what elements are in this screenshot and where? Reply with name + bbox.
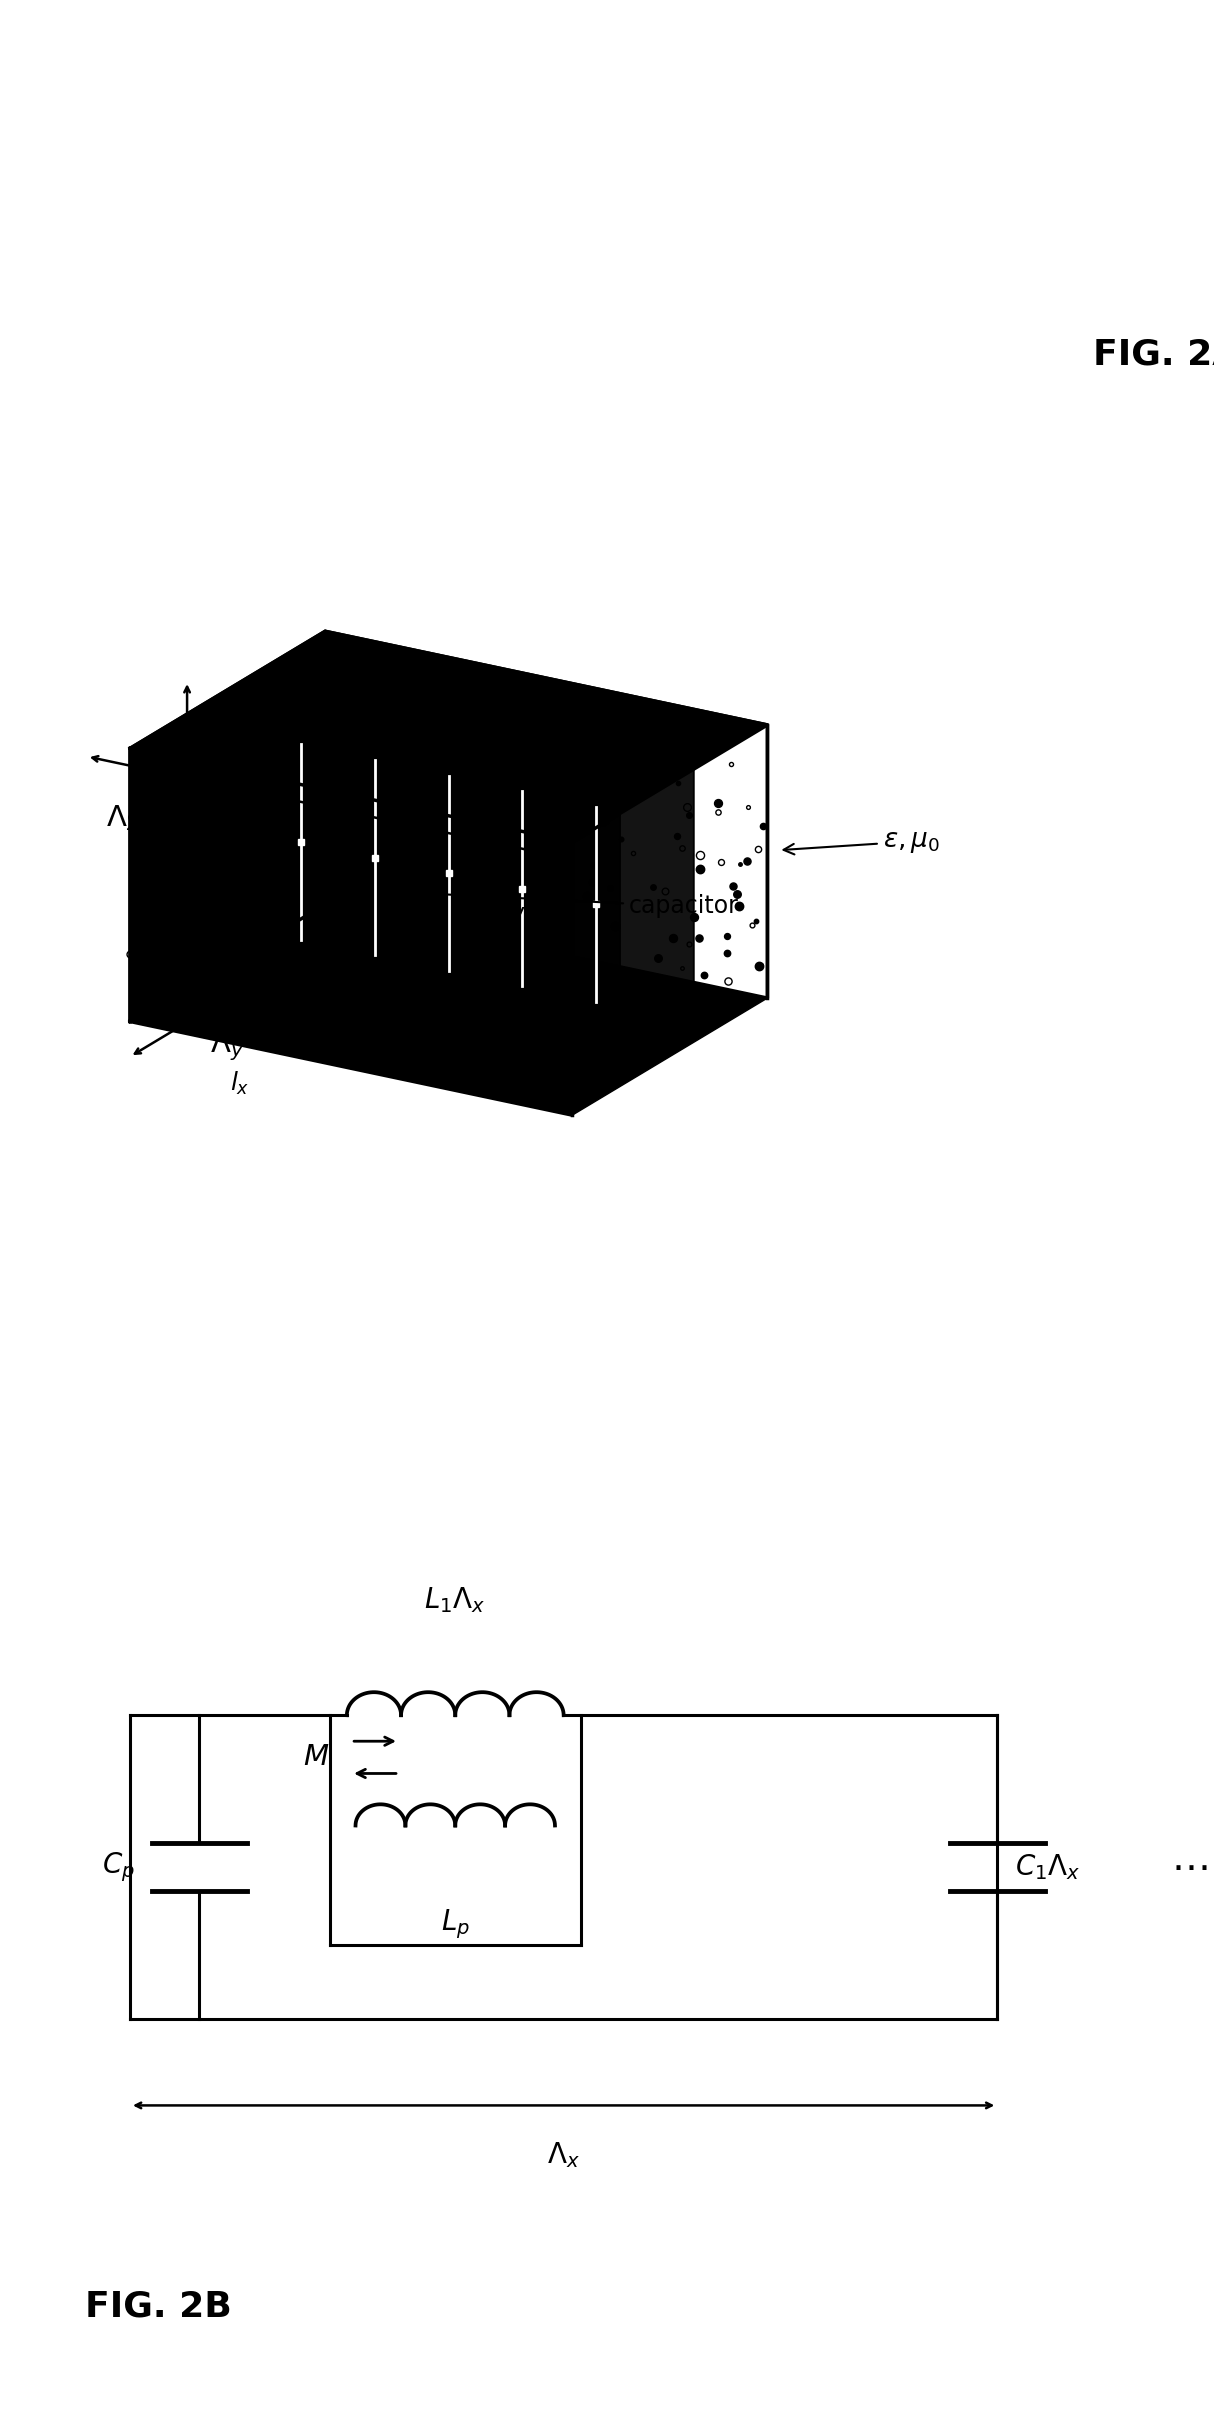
Text: FIG. 2A: FIG. 2A [1093, 337, 1214, 371]
Text: $\Lambda_y$: $\Lambda_y$ [210, 1029, 245, 1063]
Text: $w$: $w$ [503, 901, 526, 925]
Polygon shape [425, 694, 620, 1083]
Polygon shape [130, 748, 572, 1114]
Polygon shape [278, 663, 472, 1054]
Text: $L_p$: $L_p$ [441, 1906, 470, 1940]
Polygon shape [130, 631, 767, 843]
Text: $l_x$: $l_x$ [229, 1071, 249, 1097]
Polygon shape [130, 631, 325, 1022]
Text: $L_1\Lambda_x$: $L_1\Lambda_x$ [425, 1585, 486, 1615]
Polygon shape [499, 709, 693, 1100]
Text: $\varepsilon,\mu_0$: $\varepsilon,\mu_0$ [783, 828, 940, 855]
Text: FIG. 2B: FIG. 2B [85, 2290, 232, 2324]
Text: $C_1\Lambda_x$: $C_1\Lambda_x$ [1015, 1853, 1080, 1882]
Text: $M$: $M$ [304, 1743, 329, 1772]
Text: $\cdots$: $\cdots$ [1170, 1848, 1207, 1887]
Text: $C_p$: $C_p$ [102, 1850, 135, 1884]
Polygon shape [130, 906, 767, 1114]
Text: $\Lambda_z$: $\Lambda_z$ [106, 804, 140, 833]
Polygon shape [351, 677, 546, 1068]
Text: capacitor: capacitor [416, 889, 738, 918]
Polygon shape [325, 631, 767, 998]
Text: $\Lambda_x$: $\Lambda_x$ [548, 2139, 580, 2171]
Text: $\Lambda_x$: $\Lambda_x$ [307, 745, 341, 777]
Polygon shape [204, 646, 399, 1037]
Text: $l_z$: $l_z$ [214, 826, 232, 852]
